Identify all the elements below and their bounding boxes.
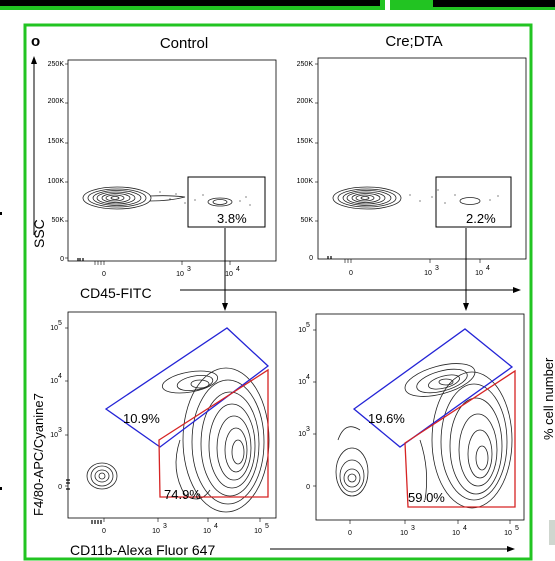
ytick-50k-r: 50K — [301, 217, 314, 224]
by-0: 0 — [58, 484, 62, 491]
svg-text:5: 5 — [515, 525, 519, 532]
svg-text:4: 4 — [58, 373, 62, 380]
cd45-label: CD45-FITC — [80, 285, 152, 301]
xtick-0: 0 — [102, 271, 106, 278]
ytick-200k: 200K — [48, 98, 65, 105]
by-10-5-r: 10 — [298, 327, 306, 334]
by-10-4-r: 10 — [298, 379, 306, 386]
xtick-10-3: 10 — [176, 271, 184, 278]
contour-cluster-dta — [332, 186, 481, 210]
ytick-100k-r: 100K — [297, 178, 314, 185]
scatter-dots-dta — [409, 189, 499, 204]
pct-dta-f480: 19.6% — [368, 411, 405, 426]
ytick-250k: 250K — [48, 61, 65, 68]
ytick-0: 0 — [60, 256, 64, 263]
cd11b-label: CD11b-Alexa Fluor 647 — [70, 542, 215, 558]
by-10-3: 10 — [50, 432, 58, 439]
scatter-dots-control — [159, 191, 251, 206]
top-bars — [0, 0, 555, 10]
bx-10-5: 10 — [254, 528, 262, 535]
by-0-r: 0 — [306, 484, 310, 491]
plot-dta-f480-cd11b: 10 5 10 4 10 3 0 0 10 3 10 4 10 5 — [298, 313, 525, 537]
bx-10-4-r: 10 — [452, 530, 460, 537]
ytick-150k-r: 150K — [297, 138, 314, 145]
gate-blue-control — [104, 327, 270, 448]
bx-0-r: 0 — [348, 530, 352, 537]
svg-text:4: 4 — [236, 266, 240, 273]
bx-10-3-r: 10 — [400, 530, 408, 537]
xtick-10-3-r: 10 — [424, 270, 432, 277]
green-frame — [23, 23, 533, 561]
gate-red-control — [158, 368, 269, 498]
right-edge-label: % cell number — [541, 357, 555, 440]
ytick-150k: 150K — [48, 138, 65, 145]
bx-0: 0 — [102, 528, 106, 535]
gate-cd45-dta — [435, 176, 512, 228]
gate-cd45-control — [187, 176, 266, 228]
svg-text:5: 5 — [265, 523, 269, 530]
pct-control-cd45: 3.8% — [217, 211, 247, 226]
svg-text:4: 4 — [214, 523, 218, 530]
title-control: Control — [160, 35, 208, 52]
svg-text:3: 3 — [411, 525, 415, 532]
pct-dta-cd11b: 59.0% — [408, 490, 445, 505]
svg-text:3: 3 — [58, 427, 62, 434]
by-10-4: 10 — [50, 378, 58, 385]
svg-text:3: 3 — [187, 266, 191, 273]
plot-control-f480-cd11b: 10 5 10 4 10 3 0 0 10 3 10 4 10 5 — [50, 311, 277, 535]
bx-10-3: 10 — [152, 528, 160, 535]
svg-text:4: 4 — [486, 265, 490, 272]
svg-text:3: 3 — [435, 265, 439, 272]
contour-cluster-control — [82, 186, 233, 210]
panel-letter: o — [31, 33, 40, 50]
f480-label: F4/80-APC/Cyanine7 — [31, 393, 46, 516]
ssc-label: SSC — [31, 219, 47, 248]
pct-control-f480: 10.9% — [123, 411, 160, 426]
xtick-0-r: 0 — [349, 270, 353, 277]
ytick-0-r: 0 — [309, 255, 313, 262]
plot-control-ssc-cd45: 250K 200K 150K 100K 50K 0 0 10 3 10 4 — [48, 59, 277, 278]
ytick-250k-r: 250K — [297, 61, 314, 68]
bx-10-5-r: 10 — [504, 530, 512, 537]
title-cre-dta: Cre;DTA — [385, 33, 442, 50]
svg-text:4: 4 — [306, 374, 310, 381]
svg-text:3: 3 — [306, 426, 310, 433]
ytick-100k: 100K — [48, 178, 65, 185]
svg-text:5: 5 — [58, 320, 62, 327]
plot-dta-ssc-cd45: 250K 200K 150K 100K 50K 0 0 10 3 10 4 — [297, 57, 527, 277]
xtick-10-4: 10 — [225, 271, 233, 278]
ytick-50k: 50K — [52, 217, 65, 224]
contours-dta-bottom — [335, 363, 513, 509]
bx-10-4: 10 — [203, 528, 211, 535]
svg-text:3: 3 — [163, 523, 167, 530]
gate-blue-dta — [352, 328, 514, 448]
svg-text:4: 4 — [463, 525, 467, 532]
pct-dta-cd45: 2.2% — [466, 211, 496, 226]
pct-control-cd11b: 74.9% — [164, 487, 201, 502]
xtick-10-4-r: 10 — [475, 270, 483, 277]
ytick-200k-r: 200K — [297, 98, 314, 105]
by-10-5: 10 — [50, 325, 58, 332]
gate-red-dta — [404, 369, 516, 508]
by-10-3-r: 10 — [298, 431, 306, 438]
svg-text:5: 5 — [306, 322, 310, 329]
